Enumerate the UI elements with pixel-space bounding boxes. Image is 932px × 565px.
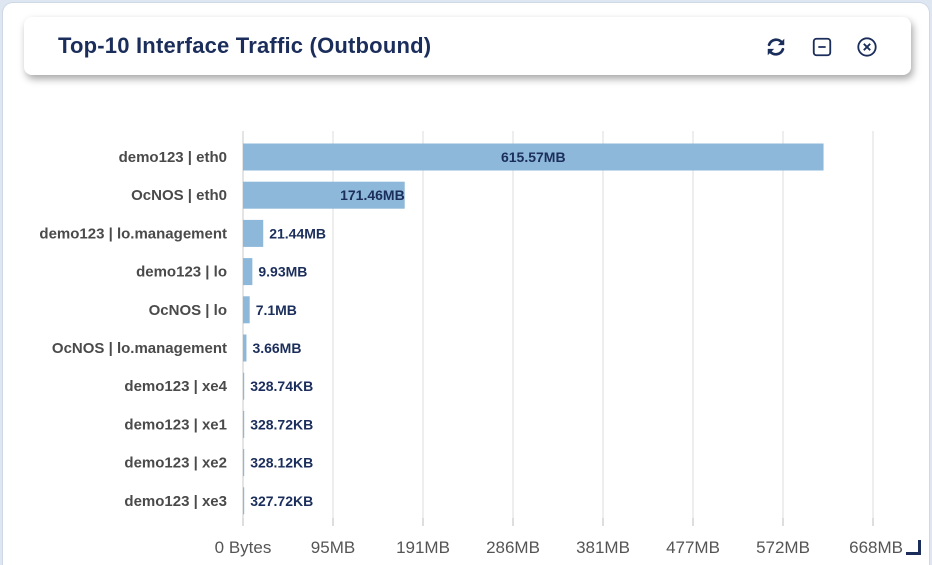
value-label: 328.74KB [250, 378, 313, 394]
value-label: 328.72KB [250, 416, 313, 432]
x-tick-label: 477MB [666, 538, 720, 557]
minimize-icon [812, 37, 832, 57]
x-tick-label: 286MB [486, 538, 540, 557]
category-label: demo123 | xe4 [124, 378, 227, 395]
value-labels: 615.57MB 171.46MB 21.44MB 9.93MB 7.1MB 3.66MB… [250, 149, 565, 509]
close-button[interactable] [855, 35, 879, 59]
category-label: demo123 | xe2 [124, 455, 227, 472]
traffic-bar-chart: demo123 | eth0 OcNOS | eth0 demo123 | lo.m… [39, 131, 903, 557]
x-tick-label: 191MB [396, 538, 450, 557]
category-label: demo123 | xe3 [124, 493, 227, 510]
x-tick-label: 572MB [756, 538, 810, 557]
value-label: 7.1MB [256, 302, 297, 318]
bar-2 [243, 219, 264, 247]
x-tick-labels: 0 Bytes 95MB 191MB 286MB 381MB 477MB 572MB 668M… [215, 538, 903, 557]
value-label: 328.12KB [250, 455, 313, 471]
x-tick-label: 0 Bytes [215, 538, 272, 557]
bar-8 [243, 449, 245, 477]
bar-6 [243, 372, 245, 400]
bars [243, 143, 824, 515]
bar-0 [243, 143, 824, 171]
minimize-button[interactable] [810, 35, 834, 59]
category-label: demo123 | eth0 [119, 149, 227, 166]
value-label: 21.44MB [269, 225, 326, 241]
category-labels: demo123 | eth0 OcNOS | eth0 demo123 | lo.m… [39, 149, 227, 510]
refresh-icon [767, 38, 785, 56]
x-tick-label: 381MB [576, 538, 630, 557]
value-label: 327.72KB [250, 493, 313, 509]
category-label: OcNOS | eth0 [131, 187, 227, 204]
value-label: 171.46MB [340, 187, 405, 203]
bar-7 [243, 410, 245, 438]
value-label: 9.93MB [258, 264, 307, 280]
category-label: demo123 | lo.management [39, 225, 227, 242]
category-label: demo123 | xe1 [124, 416, 227, 433]
bar-5 [243, 334, 247, 362]
x-tick-label: 95MB [311, 538, 355, 557]
value-label: 615.57MB [501, 149, 566, 165]
widget-panel: demo123 | eth0 OcNOS | eth0 demo123 | lo.m… [3, 3, 929, 565]
category-label: OcNOS | lo.management [52, 340, 227, 357]
x-tick-label: 668MB [849, 538, 903, 557]
bar-9 [243, 487, 245, 515]
bar-4 [243, 296, 250, 324]
close-icon [857, 37, 877, 57]
category-label: OcNOS | lo [149, 302, 227, 319]
bar-1 [243, 181, 405, 209]
value-label: 3.66MB [252, 340, 301, 356]
category-label: demo123 | lo [136, 264, 227, 281]
widget-header: Top-10 Interface Traffic (Outbound) [24, 17, 911, 75]
refresh-button[interactable] [764, 35, 788, 59]
bar-3 [243, 258, 253, 286]
widget-title: Top-10 Interface Traffic (Outbound) [58, 33, 432, 58]
resize-handle-icon[interactable] [906, 540, 921, 555]
